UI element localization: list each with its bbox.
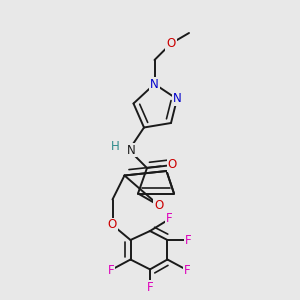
Text: F: F [108,263,114,277]
Text: F: F [166,212,173,226]
Text: N: N [127,143,136,157]
Text: O: O [168,158,177,172]
Text: F: F [147,281,153,294]
Text: O: O [108,218,117,232]
Text: O: O [154,199,164,212]
Text: O: O [167,37,176,50]
Text: H: H [111,140,120,153]
Text: F: F [184,263,190,277]
Text: N: N [150,77,159,91]
Text: F: F [185,233,192,247]
Text: N: N [172,92,182,106]
